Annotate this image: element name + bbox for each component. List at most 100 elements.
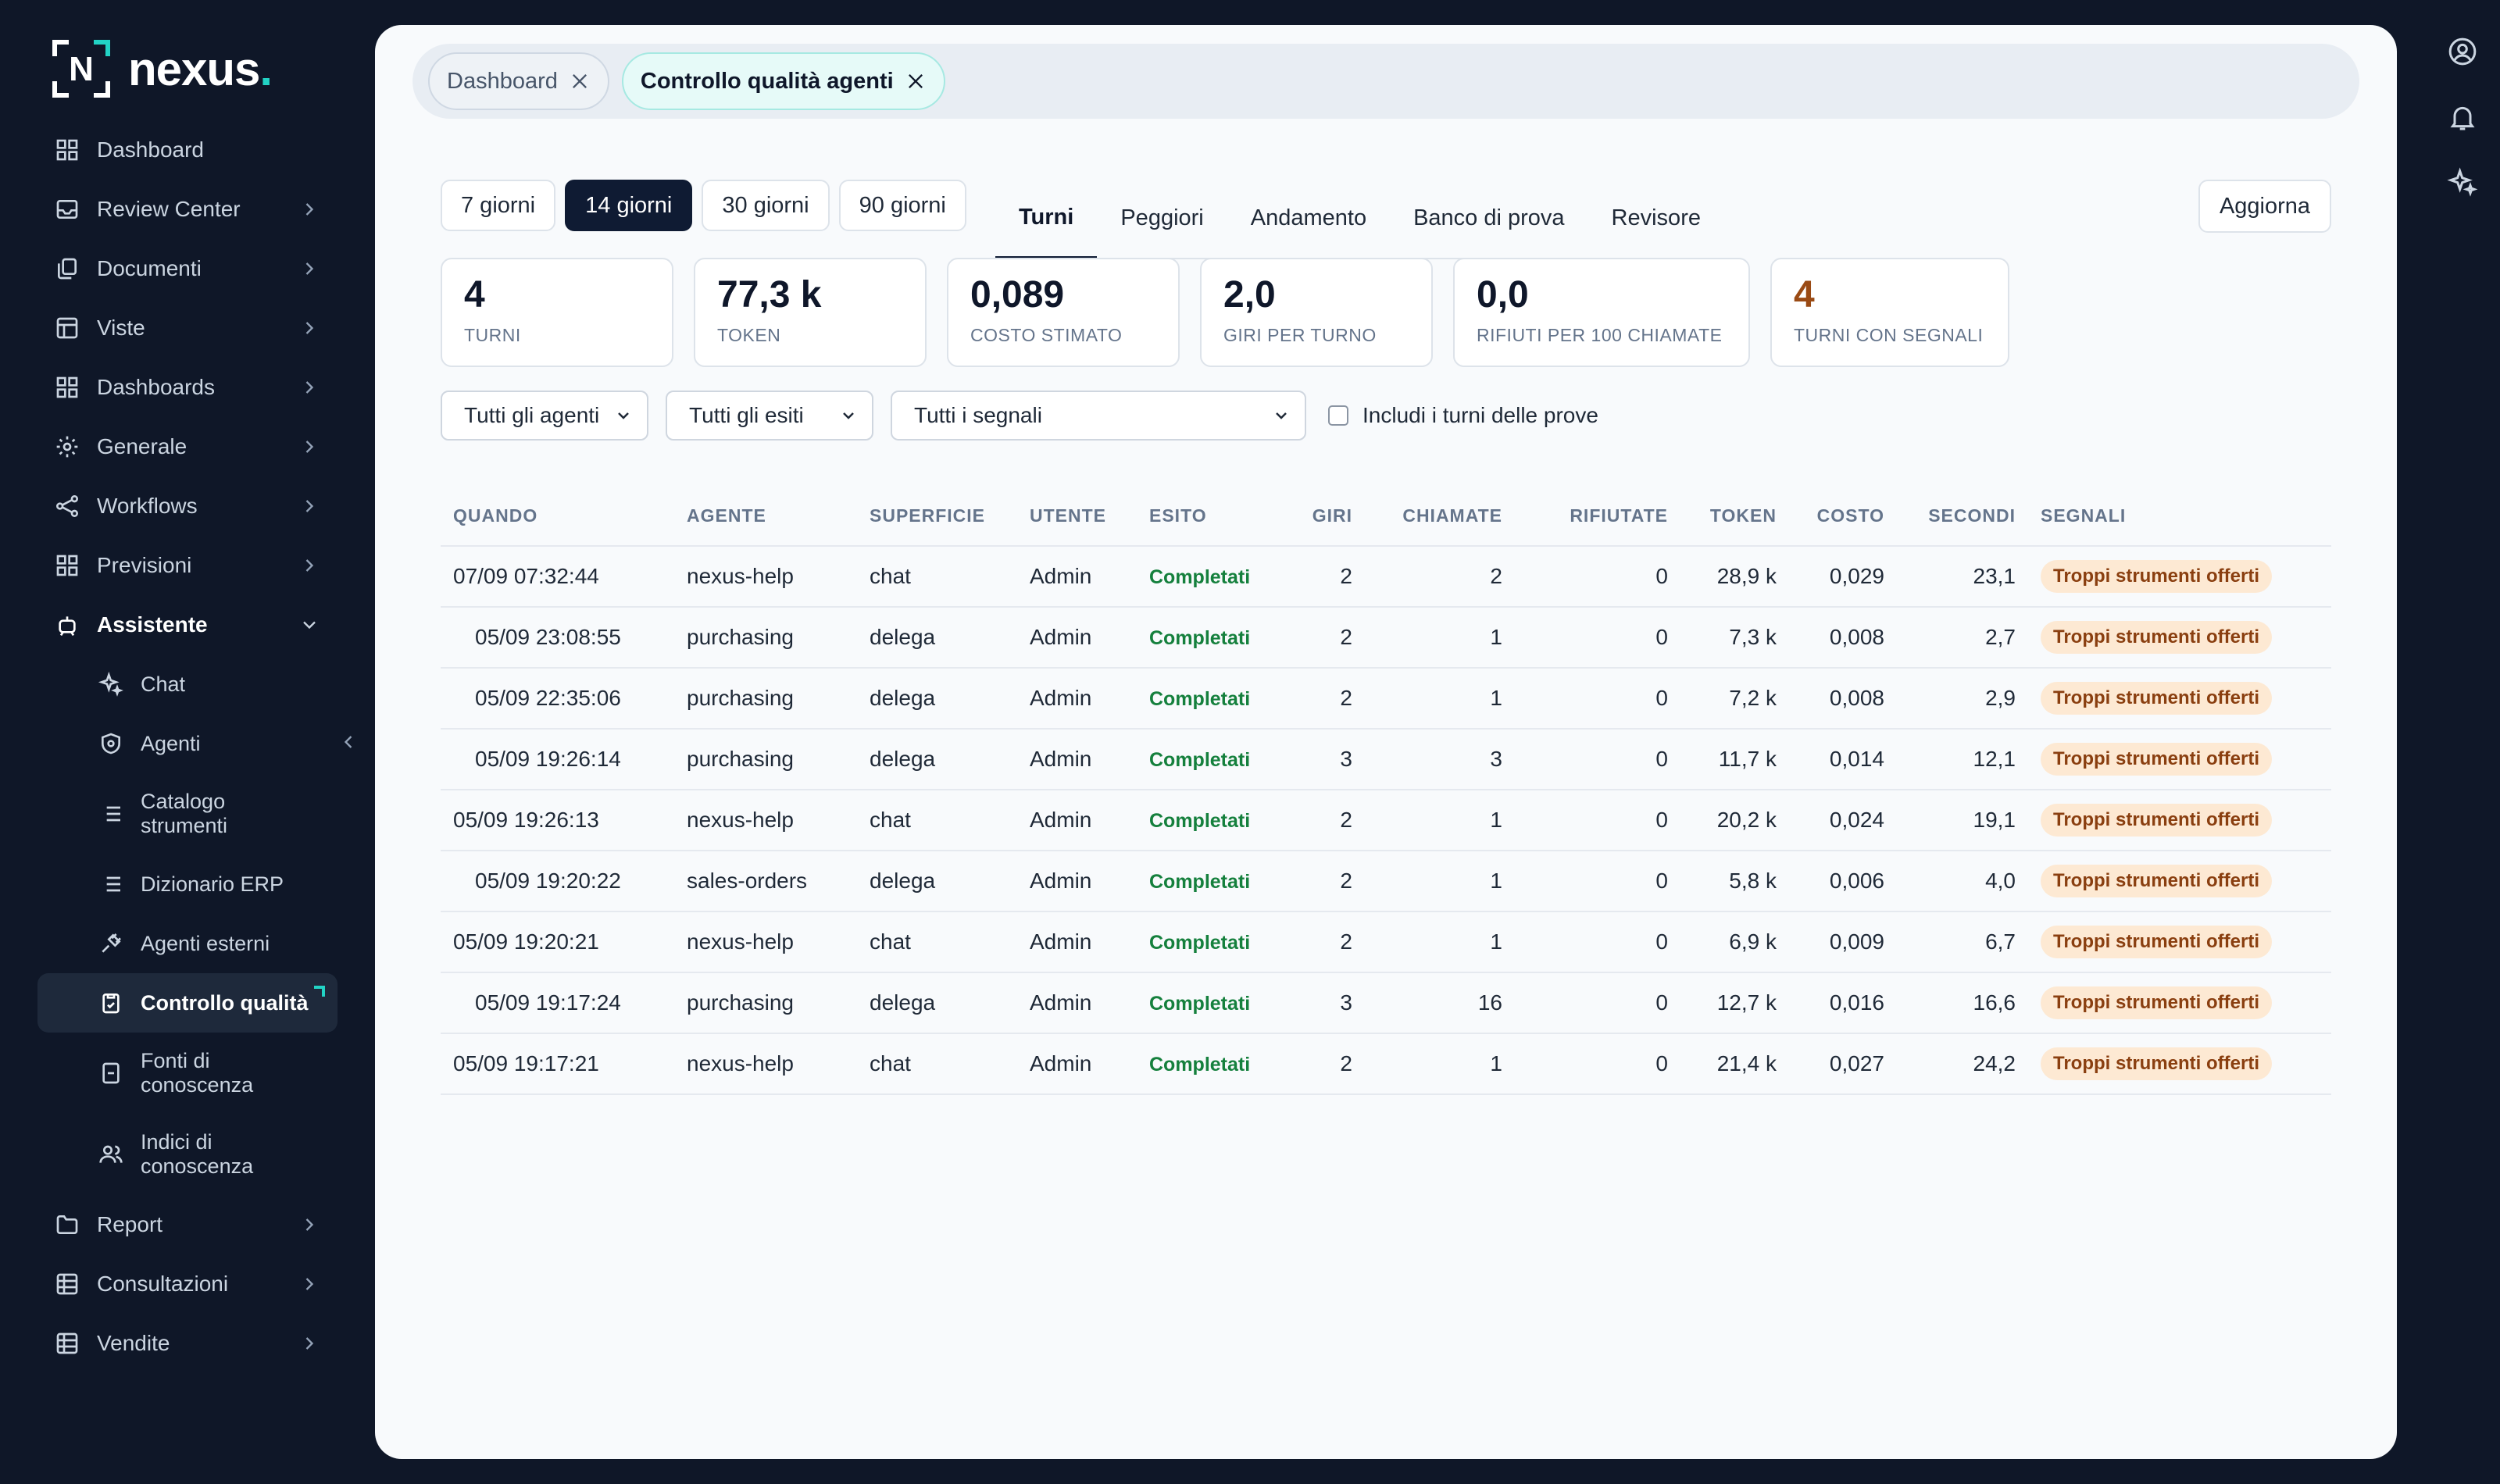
sidebar-item-agenti[interactable]: Agenti (81, 714, 338, 773)
kpi-value: 0,0 (1477, 274, 1529, 316)
sidebar-item-fonti[interactable]: Fonti di conoscenza (81, 1033, 338, 1114)
cell-user: Admin (1030, 929, 1092, 954)
table-row[interactable]: 05/09 23:08:55 purchasing delega Admin Compl… (441, 608, 2331, 669)
sidebar-item-chat[interactable]: Chat (81, 655, 338, 714)
col-user[interactable]: UTENTE (1030, 505, 1106, 526)
cell-calls: 3 (1490, 747, 1502, 771)
signal-badge[interactable]: Troppi strumenti offerti (2041, 865, 2272, 897)
close-icon[interactable] (569, 70, 591, 92)
cell-turns: 3 (1340, 747, 1352, 771)
range-30-button[interactable]: 30 giorni (702, 180, 830, 231)
cell-calls: 1 (1490, 929, 1502, 954)
collapse-sidebar-icon[interactable] (338, 731, 359, 753)
tab-andamento[interactable]: Andamento (1250, 205, 1367, 230)
sidebar-item-documenti[interactable]: Documenti (38, 239, 338, 298)
sidebar-item-report[interactable]: Report (38, 1195, 338, 1254)
sidebar-item-dashboards[interactable]: Dashboards (38, 358, 338, 417)
table-row[interactable]: 07/09 07:32:44 nexus-help chat Admin Complet… (441, 547, 2331, 608)
table-row[interactable]: 05/09 19:20:21 nexus-help chat Admin Complet… (441, 912, 2331, 973)
bot-icon (55, 612, 80, 637)
sidebar-item-vendite[interactable]: Vendite (38, 1314, 338, 1373)
cell-user: Admin (1030, 990, 1092, 1015)
col-outcome[interactable]: ESITO (1149, 505, 1207, 526)
table-row[interactable]: 05/09 22:35:06 purchasing delega Admin Compl… (441, 669, 2331, 730)
table-row[interactable]: 05/09 19:26:14 purchasing delega Admin Compl… (441, 730, 2331, 790)
sidebar-item-dizionario[interactable]: Dizionario ERP (81, 854, 338, 914)
col-cost[interactable]: COSTO (1816, 505, 1884, 526)
close-icon[interactable] (905, 70, 927, 92)
tab-controllo-qualita-agenti[interactable]: Controllo qualità agenti (621, 52, 945, 110)
cell-signal: Troppi strumenti offerti (2016, 621, 2320, 654)
tab-peggiori[interactable]: Peggiori (1120, 205, 1204, 230)
sidebar-item-catalogo[interactable]: Catalogo strumenti (81, 773, 338, 854)
tab-turni[interactable]: Turni (995, 178, 1098, 259)
table-row[interactable]: 05/09 19:26:13 nexus-help chat Admin Complet… (441, 790, 2331, 851)
outcome-filter-select[interactable]: Tutti gli esiti (666, 391, 873, 441)
tab-revisore[interactable]: Revisore (1611, 205, 1701, 230)
col-turns[interactable]: GIRI (1312, 505, 1352, 526)
signal-badge[interactable]: Troppi strumenti offerti (2041, 804, 2272, 837)
user-icon[interactable] (2447, 36, 2478, 67)
tab-banco-di-prova[interactable]: Banco di prova (1413, 205, 1565, 230)
signal-badge[interactable]: Troppi strumenti offerti (2041, 926, 2272, 958)
include-tests-checkbox[interactable] (1328, 405, 1348, 426)
sidebar-item-label: Agenti (141, 731, 201, 755)
range-14-button[interactable]: 14 giorni (565, 180, 693, 231)
cell-calls: 1 (1490, 1051, 1502, 1076)
sidebar-item-dashboard[interactable]: Dashboard (38, 120, 338, 180)
sidebar-item-assistente[interactable]: Assistente (38, 595, 338, 655)
table-row[interactable]: 05/09 19:17:21 nexus-help chat Admin Complet… (441, 1034, 2331, 1095)
col-seconds[interactable]: SECONDI (1928, 505, 2016, 526)
sidebar-item-label: Chat (141, 672, 186, 696)
cell-signal: Troppi strumenti offerti (2016, 804, 2320, 837)
bell-icon[interactable] (2447, 102, 2478, 133)
sidebar-item-review-center[interactable]: Review Center (38, 180, 338, 239)
sparkle-icon[interactable] (2447, 167, 2478, 198)
sparkle-icon (98, 672, 123, 697)
signal-filter-select[interactable]: Tutti i segnali (891, 391, 1306, 441)
brand-logo[interactable]: N nexus. (52, 37, 273, 100)
col-calls[interactable]: CHIAMATE (1402, 505, 1502, 526)
sidebar-item-label: Viste (97, 316, 145, 340)
cell-tokens: 7,2 k (1729, 686, 1777, 710)
sidebar-item-workflows[interactable]: Workflows (38, 476, 338, 536)
range-90-button[interactable]: 90 giorni (838, 180, 966, 231)
signal-badge[interactable]: Troppi strumenti offerti (2041, 621, 2272, 654)
sidebar-item-generale[interactable]: Generale (38, 417, 338, 476)
cell-tokens: 11,7 k (1718, 747, 1777, 771)
signal-badge[interactable]: Troppi strumenti offerti (2041, 986, 2272, 1019)
cell-turns: 2 (1340, 929, 1352, 954)
kpi-card: 2,0 GIRI PER TURNO (1200, 258, 1433, 367)
include-tests-toggle[interactable]: Includi i turni delle prove (1328, 403, 1598, 428)
grid-icon (55, 553, 80, 578)
cell-tokens: 20,2 k (1716, 808, 1777, 832)
table-row[interactable]: 05/09 19:20:22 sales-orders delega Admin Com… (441, 851, 2331, 912)
range-7-button[interactable]: 7 giorni (441, 180, 556, 231)
col-surface[interactable]: SUPERFICIE (870, 505, 986, 526)
col-signals[interactable]: SEGNALI (2041, 505, 2127, 526)
sidebar-item-agenti-esterni[interactable]: Agenti esterni (81, 914, 338, 973)
tab-dashboard[interactable]: Dashboard (428, 52, 609, 110)
sidebar-item-indici[interactable]: Indici di conoscenza (81, 1114, 338, 1195)
table-row[interactable]: 05/09 19:17:24 purchasing delega Admin Compl… (441, 973, 2331, 1034)
signal-badge[interactable]: Troppi strumenti offerti (2041, 560, 2272, 593)
col-tokens[interactable]: TOKEN (1709, 505, 1777, 526)
signal-badge[interactable]: Troppi strumenti offerti (2041, 743, 2272, 776)
sidebar-item-previsioni[interactable]: Previsioni (38, 536, 338, 595)
col-agent[interactable]: AGENTE (687, 505, 766, 526)
shield-icon (98, 731, 123, 756)
sidebar-item-controllo-qualita[interactable]: Controllo qualità (38, 973, 338, 1033)
sidebar-item-consultazioni[interactable]: Consultazioni (38, 1254, 338, 1314)
kpi-card: 77,3 k TOKEN (694, 258, 927, 367)
col-when[interactable]: QUANDO (453, 505, 538, 526)
agent-filter-select[interactable]: Tutti gli agenti (441, 391, 648, 441)
cell-surface: delega (870, 686, 936, 710)
sidebar-item-viste[interactable]: Viste (38, 298, 338, 358)
sidebar-item-label: Fonti di conoscenza (141, 1048, 254, 1097)
signal-badge[interactable]: Troppi strumenti offerti (2041, 1047, 2272, 1080)
refresh-button[interactable]: Aggiorna (2198, 180, 2331, 233)
col-refused[interactable]: RIFIUTATE (1570, 505, 1668, 526)
signal-badge[interactable]: Troppi strumenti offerti (2041, 682, 2272, 715)
cell-agent: nexus-help (687, 1051, 794, 1076)
chevron-right-icon (298, 555, 320, 576)
